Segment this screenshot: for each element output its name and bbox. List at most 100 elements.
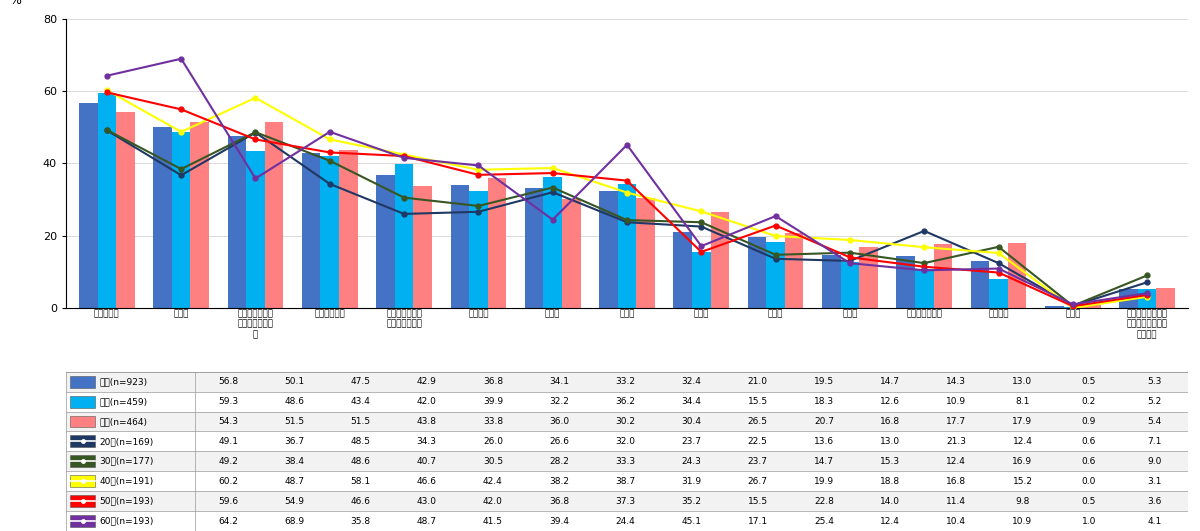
Text: 15.3: 15.3 xyxy=(880,457,900,466)
Bar xyxy=(320,156,340,308)
Text: 20代(n=169): 20代(n=169) xyxy=(100,437,154,446)
Text: 0.2: 0.2 xyxy=(1081,397,1096,406)
Text: 39.9: 39.9 xyxy=(482,397,503,406)
Text: 女性(n=464): 女性(n=464) xyxy=(100,417,148,426)
Bar xyxy=(302,153,320,308)
Bar xyxy=(246,151,265,308)
Text: 60代(n=193): 60代(n=193) xyxy=(100,517,154,526)
Text: 36.8: 36.8 xyxy=(550,496,569,506)
Bar xyxy=(767,242,785,308)
Text: 42.4: 42.4 xyxy=(484,477,503,486)
Text: 豆乳鳘: 豆乳鳘 xyxy=(694,309,709,318)
Text: 23.7: 23.7 xyxy=(748,457,768,466)
Text: 47.5: 47.5 xyxy=(350,377,371,386)
Text: 50.1: 50.1 xyxy=(284,377,305,386)
Text: 全体(n=923): 全体(n=923) xyxy=(100,377,148,386)
Bar xyxy=(618,184,636,308)
Text: 海鮮鳘: 海鮮鳘 xyxy=(768,309,784,318)
Text: 68.9: 68.9 xyxy=(284,517,305,526)
Bar xyxy=(896,256,914,308)
Text: 43.8: 43.8 xyxy=(416,417,437,426)
Text: 31.9: 31.9 xyxy=(682,477,702,486)
Bar xyxy=(748,237,767,308)
Text: 5.4: 5.4 xyxy=(1147,417,1162,426)
Text: 麻豆腐: 麻豆腐 xyxy=(619,309,635,318)
Text: 0.6: 0.6 xyxy=(1081,457,1096,466)
Text: 38.4: 38.4 xyxy=(284,457,305,466)
Text: 64.2: 64.2 xyxy=(218,517,238,526)
Text: 担々鳘: 担々鳘 xyxy=(842,309,858,318)
Bar xyxy=(1082,305,1100,308)
Text: 26.6: 26.6 xyxy=(550,437,569,446)
Text: 20.7: 20.7 xyxy=(814,417,834,426)
Bar xyxy=(524,188,544,308)
Text: 51.5: 51.5 xyxy=(350,417,371,426)
Text: 12.4: 12.4 xyxy=(947,457,966,466)
Text: 24.4: 24.4 xyxy=(616,517,635,526)
Text: 59.3: 59.3 xyxy=(218,397,238,406)
Text: 36.8: 36.8 xyxy=(482,377,503,386)
Text: キムチ鳘、スン
ドゥなど韓国風
鳘: キムチ鳘、スン ドゥなど韓国風 鳘 xyxy=(238,309,274,339)
Text: 54.3: 54.3 xyxy=(218,417,238,426)
Bar xyxy=(636,198,655,308)
Text: 15.5: 15.5 xyxy=(748,397,768,406)
Bar xyxy=(450,185,469,308)
Bar xyxy=(413,186,432,308)
Text: 9.8: 9.8 xyxy=(1015,496,1030,506)
Text: 14.3: 14.3 xyxy=(947,377,966,386)
Text: 46.6: 46.6 xyxy=(350,496,371,506)
Text: 49.1: 49.1 xyxy=(218,437,238,446)
Text: 3.6: 3.6 xyxy=(1147,496,1162,506)
Text: 0.5: 0.5 xyxy=(1081,377,1096,386)
Text: 45.1: 45.1 xyxy=(682,517,702,526)
Bar xyxy=(1045,306,1063,308)
Bar xyxy=(1008,243,1026,308)
Text: 46.6: 46.6 xyxy=(416,477,437,486)
Bar xyxy=(562,199,581,308)
Text: 38.7: 38.7 xyxy=(616,477,635,486)
Bar xyxy=(265,122,283,308)
Text: 14.0: 14.0 xyxy=(880,496,900,506)
Text: 30代(n=177): 30代(n=177) xyxy=(100,457,154,466)
Text: 28.2: 28.2 xyxy=(550,457,569,466)
Text: 36.0: 36.0 xyxy=(550,417,569,426)
FancyBboxPatch shape xyxy=(71,396,95,408)
Text: 10.9: 10.9 xyxy=(1013,517,1032,526)
Bar xyxy=(79,102,97,308)
Text: 34.1: 34.1 xyxy=(550,377,569,386)
Text: 25.4: 25.4 xyxy=(814,517,834,526)
Text: 41.5: 41.5 xyxy=(482,517,503,526)
Text: 21.0: 21.0 xyxy=(748,377,768,386)
Text: 40代(n=191): 40代(n=191) xyxy=(100,477,154,486)
FancyBboxPatch shape xyxy=(71,376,95,388)
Text: 43.4: 43.4 xyxy=(350,397,371,406)
Text: 17.9: 17.9 xyxy=(1013,417,1032,426)
Bar xyxy=(487,178,506,308)
Bar xyxy=(1138,289,1157,308)
Bar xyxy=(469,192,487,308)
Text: 48.7: 48.7 xyxy=(416,517,437,526)
Text: 42.9: 42.9 xyxy=(416,377,437,386)
Bar xyxy=(841,262,859,308)
Text: 10.4: 10.4 xyxy=(947,517,966,526)
Text: 0.9: 0.9 xyxy=(1081,417,1096,426)
Text: 35.2: 35.2 xyxy=(682,496,702,506)
Text: %: % xyxy=(10,0,22,7)
Text: 男性(n=459): 男性(n=459) xyxy=(100,397,148,406)
Text: 23.7: 23.7 xyxy=(682,437,702,446)
Text: 54.9: 54.9 xyxy=(284,496,305,506)
Text: モツ鳘: モツ鳘 xyxy=(545,309,560,318)
Bar xyxy=(989,279,1008,308)
Text: すき焼き鳘: すき焼き鳘 xyxy=(94,309,120,318)
FancyBboxPatch shape xyxy=(66,412,1188,431)
Text: 32.4: 32.4 xyxy=(682,377,702,386)
Bar xyxy=(228,136,246,308)
Text: 48.6: 48.6 xyxy=(350,457,371,466)
Text: 今年の秋から冬に
食べたい鳘料理は
特にない: 今年の秋から冬に 食べたい鳘料理は 特にない xyxy=(1127,309,1168,339)
FancyBboxPatch shape xyxy=(66,392,1188,412)
FancyBboxPatch shape xyxy=(71,515,95,527)
Text: 15.5: 15.5 xyxy=(748,496,768,506)
Text: 33.2: 33.2 xyxy=(616,377,635,386)
FancyBboxPatch shape xyxy=(66,372,1188,392)
Text: 33.3: 33.3 xyxy=(616,457,635,466)
